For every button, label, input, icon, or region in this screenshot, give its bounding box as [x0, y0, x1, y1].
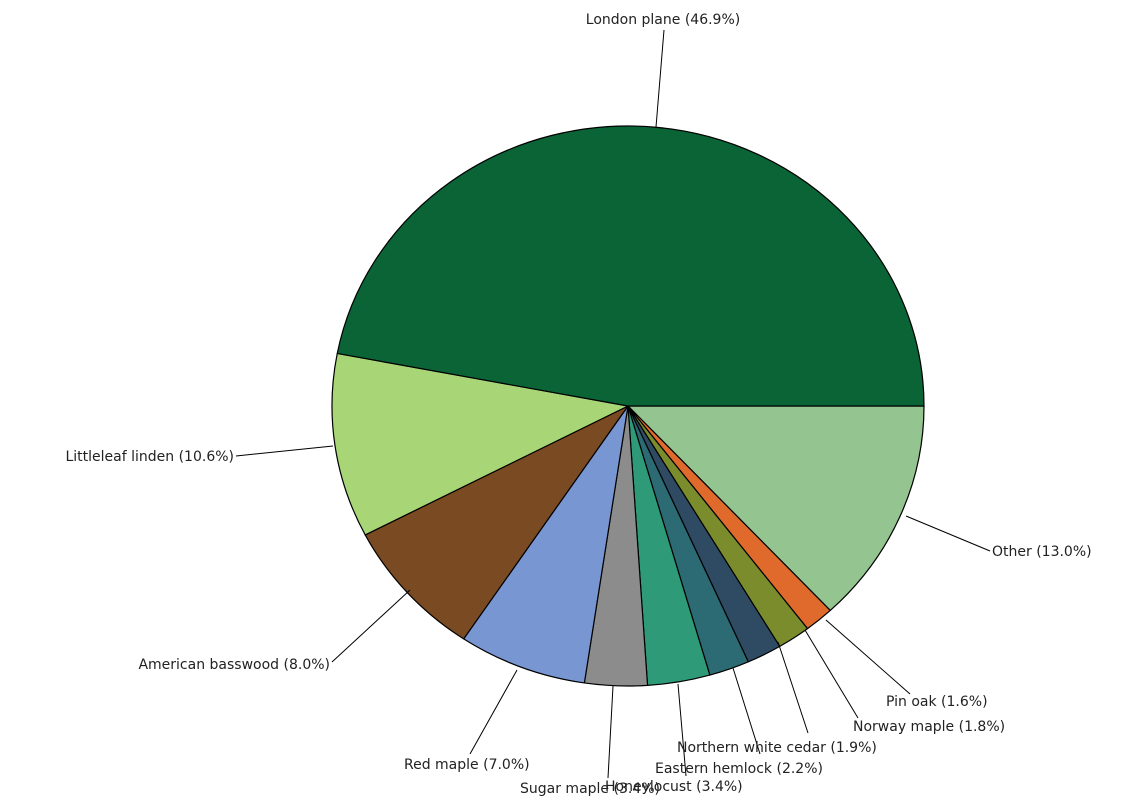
slice-label-pin-oak: Pin oak (1.6%) [886, 694, 988, 710]
leader-line-norway-maple [804, 629, 859, 719]
slice-label-sugar-maple: Sugar maple (3.4%) [520, 781, 660, 797]
leader-line-american-basswood [331, 589, 411, 663]
leader-line-pin-oak [825, 619, 911, 695]
leader-line-other [905, 515, 991, 552]
slice-label-london-plane: London plane (46.9%) [586, 12, 740, 28]
slice-label-red-maple: Red maple (7.0%) [404, 757, 530, 773]
leader-line-honeylocust [677, 683, 687, 777]
leader-line-london-plane [655, 29, 665, 128]
leader-lines [235, 29, 991, 779]
slice-label-littleleaf-linden: Littleleaf linden (10.6%) [65, 449, 234, 465]
pie-slice-red-maple [463, 405, 629, 684]
pie-slice-other [627, 405, 925, 612]
pie-slice-london-plane [336, 125, 925, 407]
leader-line-eastern-hemlock [732, 667, 761, 755]
pie-slices [331, 125, 925, 687]
slice-label-norway-maple: Norway maple (1.8%) [853, 719, 1005, 735]
leader-line-sugar-maple [607, 685, 614, 779]
leader-line-littleleaf-linden [235, 445, 334, 457]
leader-line-northern-white-cedar [777, 641, 809, 734]
slice-label-american-basswood: American basswood (8.0%) [138, 657, 330, 673]
pie-slice-littleleaf-linden [331, 352, 629, 536]
slice-label-northern-white-cedar: Northern white cedar (1.9%) [677, 740, 877, 756]
slice-labels: Other (13.0%) Pin oak (1.6%) Norway maple … [65, 12, 1091, 797]
leader-line-red-maple [469, 669, 518, 755]
slice-label-eastern-hemlock: Eastern hemlock (2.2%) [655, 761, 823, 777]
slice-label-honeylocust: Honeylocust (3.4%) [605, 779, 743, 795]
slice-label-other: Other (13.0%) [992, 544, 1092, 560]
